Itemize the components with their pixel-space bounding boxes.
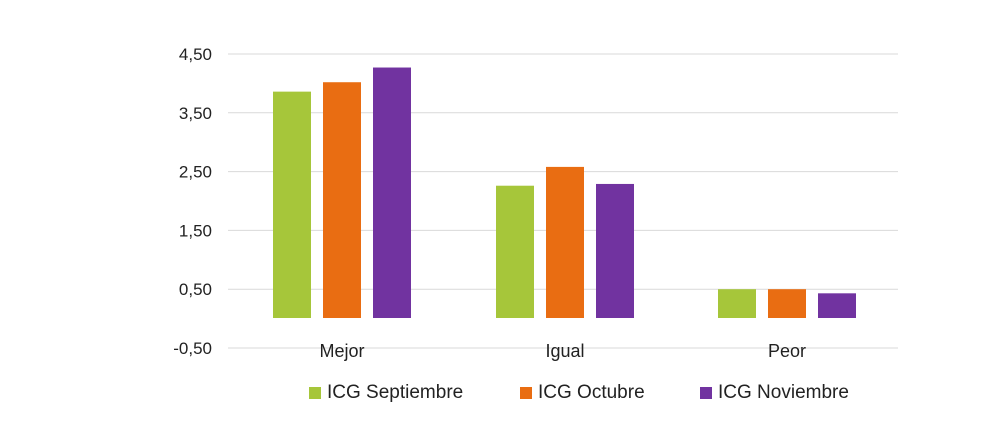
y-tick-label: 0,50 (179, 280, 212, 299)
y-tick-label: 1,50 (179, 221, 212, 240)
y-tick-label: 3,50 (179, 104, 212, 123)
y-axis-tick-labels: -0,50 0,50 1,50 2,50 3,50 4,50 (173, 45, 212, 358)
bar-igual-icg-septiembre (496, 185, 534, 318)
x-axis-category-labels: Mejor Igual Peor (319, 341, 806, 361)
bar-peor-icg-noviembre (818, 293, 856, 318)
bar-peor-icg-octubre (768, 289, 806, 318)
bar-igual-icg-octubre (546, 166, 584, 318)
legend-label: ICG Septiembre (327, 382, 463, 403)
bars (273, 67, 856, 318)
x-category-label: Peor (768, 341, 806, 361)
legend: ICG Septiembre ICG Octubre ICG Noviembre (309, 382, 849, 403)
x-category-label: Igual (545, 341, 584, 361)
legend-swatch (309, 387, 321, 399)
bar-peor-icg-septiembre (718, 289, 756, 318)
legend-label: ICG Noviembre (718, 382, 849, 403)
legend-swatch (700, 387, 712, 399)
bar-mejor-icg-octubre (323, 82, 361, 318)
legend-swatch (520, 387, 532, 399)
bar-igual-icg-noviembre (596, 183, 634, 318)
legend-label: ICG Octubre (538, 382, 645, 403)
y-tick-label: 4,50 (179, 45, 212, 64)
y-tick-label: -0,50 (173, 339, 212, 358)
bar-mejor-icg-noviembre (373, 67, 411, 318)
x-category-label: Mejor (319, 341, 364, 361)
bar-mejor-icg-septiembre (273, 91, 311, 318)
y-tick-label: 2,50 (179, 163, 212, 182)
